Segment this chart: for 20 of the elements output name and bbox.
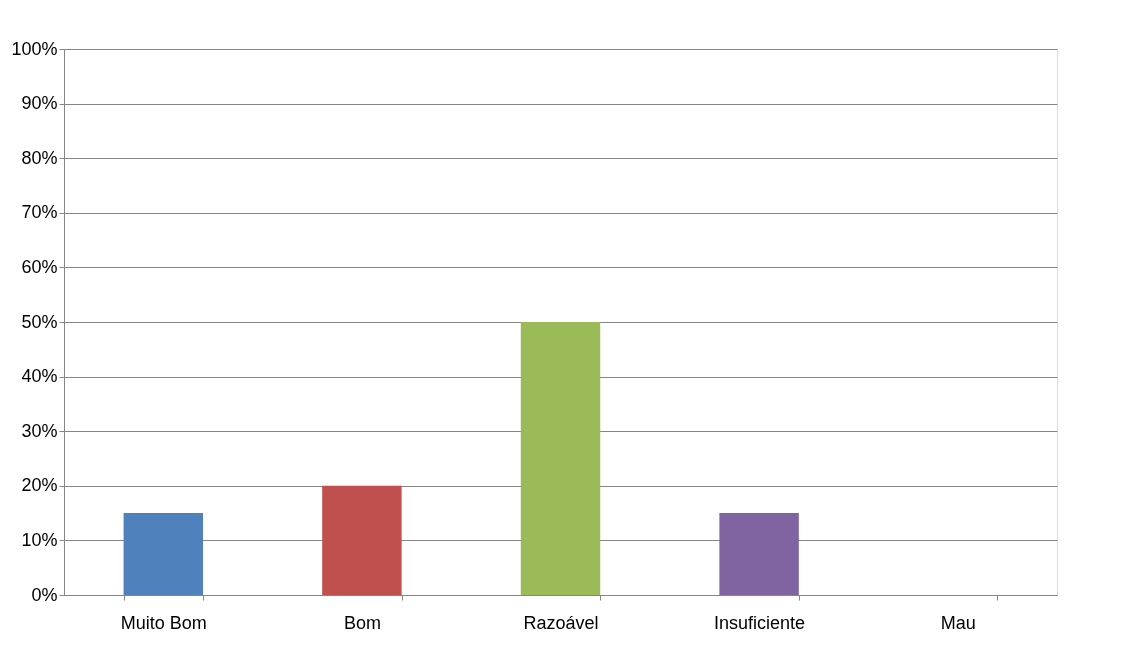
bar [520,322,601,595]
x-tick-label: Muito Bom [120,612,207,633]
y-tick-label: 70% [21,202,58,223]
x-tick-label: Mau [940,612,976,633]
bar [322,485,402,595]
y-tick-label: 100% [11,38,58,59]
bar [123,513,204,595]
x-tick-label: Insuficiente [714,612,806,633]
y-tick-label: 40% [21,366,58,387]
y-tick-label: 20% [21,475,58,496]
y-tick-label: 30% [21,420,58,441]
y-tick-label: 50% [21,311,58,332]
y-tick-label: 60% [21,256,58,277]
y-tick-label: 80% [21,147,58,168]
bar [719,513,799,595]
x-tick-label: Bom [343,612,381,633]
x-tick-label: Razoável [523,612,599,633]
y-tick-label: 0% [31,584,58,605]
y-tick-label: 10% [21,529,58,550]
y-tick-label: 90% [21,93,58,114]
